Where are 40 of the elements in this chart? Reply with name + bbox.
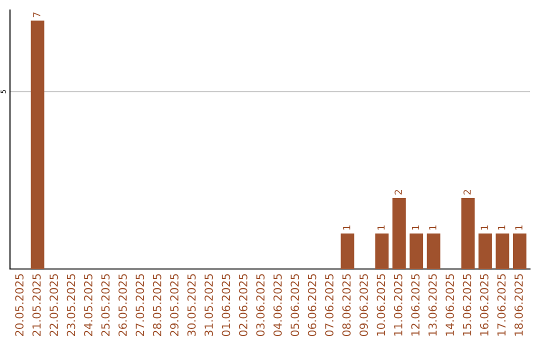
data-label: 1 bbox=[480, 225, 488, 230]
x-tick-label: 22.05.2025 bbox=[50, 274, 58, 336]
x-tick-label: 23.05.2025 bbox=[66, 274, 76, 336]
x-tick-label: 18.06.2025 bbox=[514, 274, 523, 336]
x-tick-label: 30.05.2025 bbox=[187, 274, 196, 336]
x-tick-label: 03.06.2025 bbox=[256, 274, 265, 336]
x-tick-label: 16.06.2025 bbox=[480, 274, 488, 336]
data-label: 1 bbox=[378, 225, 385, 230]
data-label: 2 bbox=[463, 190, 471, 195]
x-tick-label: 02.06.2025 bbox=[238, 274, 248, 336]
data-label: 1 bbox=[515, 225, 522, 230]
x-tick-label: 21.05.2025 bbox=[32, 274, 41, 336]
x-tick-label: 27.05.2025 bbox=[136, 274, 144, 336]
x-tick-label: 15.06.2025 bbox=[462, 274, 472, 336]
x-tick-label: 07.06.2025 bbox=[325, 274, 334, 336]
x-tick-label: 08.06.2025 bbox=[342, 274, 351, 336]
x-tick-label: 20.05.2025 bbox=[15, 274, 24, 336]
x-tick-label: 10.06.2025 bbox=[376, 274, 386, 336]
x-tick-label: 28.05.2025 bbox=[152, 274, 162, 336]
x-tick-label: 29.05.2025 bbox=[170, 274, 179, 336]
data-label: 1 bbox=[343, 225, 350, 230]
x-tick-label: 25.05.2025 bbox=[101, 274, 110, 336]
x-tick-label: 13.06.2025 bbox=[428, 274, 437, 336]
x-tick-label: 01.06.2025 bbox=[222, 274, 230, 336]
data-label: 1 bbox=[498, 225, 506, 230]
x-tick-label: 09.06.2025 bbox=[360, 274, 368, 336]
x-tick-label: 24.05.2025 bbox=[84, 274, 92, 336]
x-tick-label: 26.05.2025 bbox=[118, 274, 127, 336]
x-tick-label: 06.06.2025 bbox=[308, 274, 316, 336]
data-label: 2 bbox=[394, 190, 402, 195]
x-tick-label: 14.06.2025 bbox=[446, 274, 454, 336]
x-tick-label: 12.06.2025 bbox=[411, 274, 420, 336]
x-tick-label: 11.06.2025 bbox=[394, 274, 402, 336]
x-tick-label: 17.06.2025 bbox=[497, 274, 506, 336]
data-label: 7 bbox=[33, 12, 40, 18]
x-tick-label: 05.06.2025 bbox=[290, 274, 300, 336]
x-tick-label: 31.05.2025 bbox=[204, 274, 213, 336]
x-tick-label: 04.06.2025 bbox=[273, 274, 282, 336]
data-label: 1 bbox=[412, 225, 420, 230]
data-label: 1 bbox=[429, 225, 436, 230]
